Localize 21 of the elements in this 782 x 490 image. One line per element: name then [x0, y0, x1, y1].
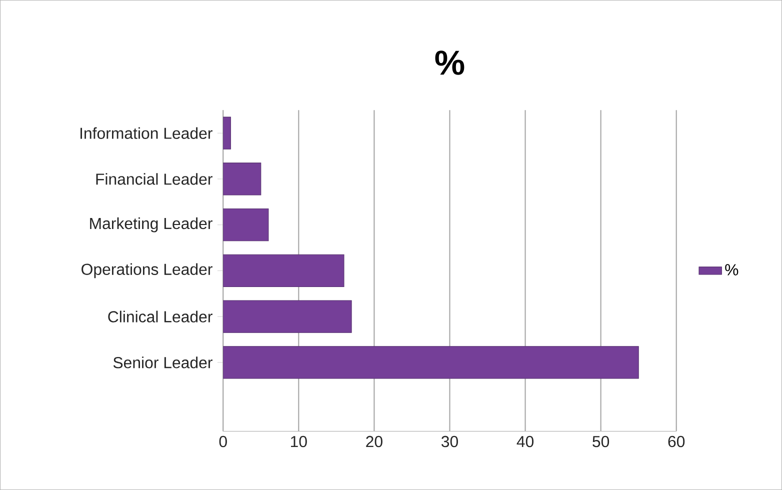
y-tick-label: Financial Leader	[96, 173, 212, 185]
x-tick-label: 30	[441, 436, 458, 448]
bar	[223, 300, 352, 333]
y-tick-label: Marketing Leader	[90, 217, 212, 232]
chart-title: %	[435, 50, 464, 75]
legend-label: %	[725, 264, 738, 276]
x-tick-label: 50	[592, 436, 610, 448]
x-tick-label: 40	[516, 436, 534, 448]
x-tick-label: 20	[366, 436, 382, 448]
y-tick-label: Senior Leader	[113, 356, 212, 368]
bar	[223, 346, 639, 379]
y-tick-label: Operations Leader	[82, 263, 212, 278]
y-tick-label: Clinical Leader	[108, 310, 212, 322]
bar	[223, 254, 344, 288]
y-tick-label: Information Leader	[80, 127, 212, 139]
x-tick-label: 10	[291, 436, 307, 448]
bar	[223, 116, 231, 150]
x-tick-label: 0	[219, 436, 227, 448]
x-tick-label: 60	[668, 436, 685, 448]
bar	[223, 208, 269, 242]
bar	[223, 162, 262, 196]
